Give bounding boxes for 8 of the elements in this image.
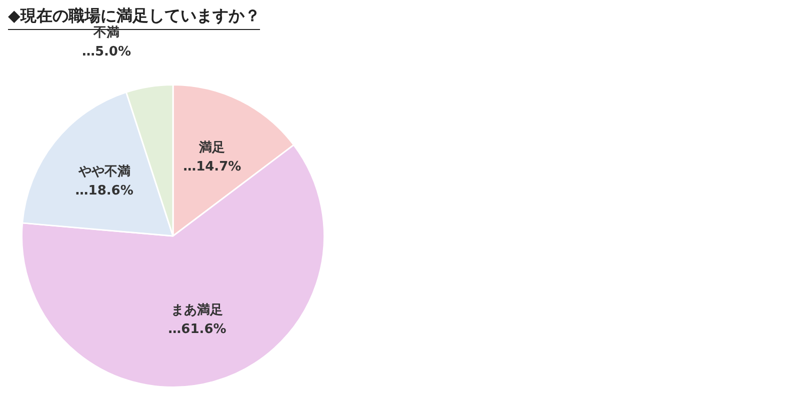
data-label: …61.6% xyxy=(168,322,226,338)
data-label: …5.0% xyxy=(82,44,132,60)
data-label: …14.7% xyxy=(183,159,242,174)
slice-label: 満足 xyxy=(198,140,226,156)
data-label: …18.6% xyxy=(75,183,134,198)
slice-label: やや不満 xyxy=(77,164,130,180)
chart-title: ◆現在の職場に満足していますか？ xyxy=(8,6,260,25)
slice-label: まあ満足 xyxy=(171,303,224,318)
